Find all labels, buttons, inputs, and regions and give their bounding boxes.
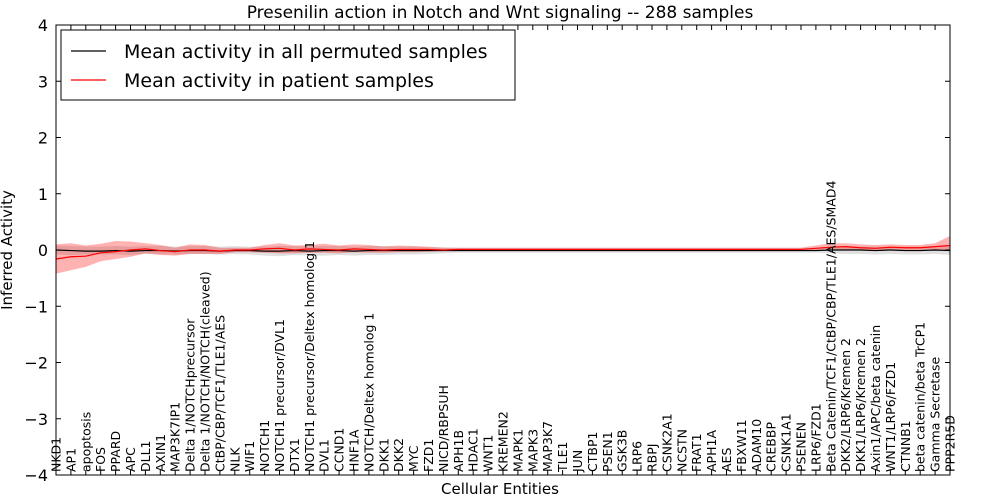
x-tick-label: HDAC1 bbox=[466, 428, 481, 472]
chart-title: Presenilin action in Notch and Wnt signa… bbox=[247, 3, 754, 23]
x-tick-label: WIF1 bbox=[242, 441, 257, 472]
series-line-2 bbox=[55, 244, 951, 260]
x-tick-label: DKK1/LRP6/Kremen 2 bbox=[853, 338, 868, 472]
x-tick-label: CCND1 bbox=[332, 428, 347, 472]
x-tick-label: LRP6/FZD1 bbox=[808, 403, 823, 472]
y-tick-label: 3 bbox=[38, 72, 48, 91]
x-tick-label: NLK bbox=[227, 447, 242, 472]
x-tick-label: FRAT1 bbox=[689, 433, 704, 472]
x-axis: NKD1 AP1 apoptosis FOS PPARD APC DLL1 AXIN1 MAP3… bbox=[49, 25, 958, 475]
x-tick-label: CtBP/CBP/TCF1/TLE1/AES bbox=[212, 315, 227, 472]
x-tick-label: CTBP1 bbox=[585, 432, 600, 472]
y-tick-label: 1 bbox=[38, 185, 48, 204]
x-tick-label: PSENEN bbox=[794, 422, 809, 472]
y-tick-label: −4 bbox=[24, 466, 48, 485]
x-tick-label: NOTCH1 precursor/Deltex homolog 1 bbox=[302, 241, 317, 472]
x-tick-label: AXIN1 bbox=[153, 434, 168, 472]
legend-label-patient: Mean activity in patient samples bbox=[124, 70, 434, 92]
x-tick-label: FBXW11 bbox=[734, 419, 749, 472]
x-tick-label: DTX1 bbox=[287, 438, 302, 472]
x-tick-label: AES bbox=[719, 448, 734, 472]
x-tick-label: CREBBP bbox=[764, 422, 779, 472]
x-tick-label: ADAM10 bbox=[749, 419, 764, 472]
y-tick-label: 4 bbox=[38, 16, 48, 35]
x-tick-label: FOS bbox=[93, 447, 108, 472]
x-tick-label: NOTCH1 precursor/DVL1 bbox=[272, 319, 287, 472]
x-tick-label: MAPK1 bbox=[510, 429, 525, 472]
y-tick-label: −1 bbox=[24, 297, 48, 316]
x-tick-label: NCSTN bbox=[674, 429, 689, 472]
x-tick-label: DLL1 bbox=[138, 440, 153, 472]
x-tick-label: PSEN1 bbox=[600, 431, 615, 472]
y-tick-label: 0 bbox=[38, 241, 48, 260]
legend: Mean activity in all permuted samples Me… bbox=[60, 29, 516, 101]
x-tick-label: LRP6 bbox=[630, 441, 645, 472]
x-tick-label: DKK2 bbox=[391, 438, 406, 472]
y-tick-label: 2 bbox=[38, 129, 48, 148]
plot-area bbox=[55, 235, 951, 274]
x-tick-label: CSNK2A1 bbox=[659, 413, 674, 472]
y-tick-label: −3 bbox=[24, 410, 48, 429]
x-tick-label: Beta Catenin/TCF1/CtBP/CBP/TLE1/AES/SMAD… bbox=[823, 181, 838, 472]
x-tick-label: WNT1/LRP6/FZD1 bbox=[883, 362, 898, 472]
x-tick-label: NKD1 bbox=[49, 437, 64, 472]
y-axis-label: Inferred Activity bbox=[0, 190, 16, 310]
x-tick-label: CSNK1A1 bbox=[779, 413, 794, 472]
x-tick-label: beta catenin/beta TrCP1 bbox=[913, 322, 928, 472]
legend-label-permuted: Mean activity in all permuted samples bbox=[124, 41, 487, 63]
x-tick-label: DKK1 bbox=[376, 438, 391, 472]
x-tick-label: HNF1A bbox=[347, 429, 362, 472]
x-tick-label: FZD1 bbox=[421, 439, 436, 472]
x-tick-label: AP1 bbox=[63, 448, 78, 472]
x-tick-label: NOTCH/Deltex homolog 1 bbox=[361, 313, 376, 472]
x-tick-label: Delta 1/NOTCH/NOTCH(cleaved) bbox=[198, 271, 213, 472]
x-tick-label: TLE1 bbox=[555, 442, 570, 473]
x-tick-label: JUN bbox=[570, 450, 585, 473]
confidence-band-series-2 bbox=[56, 235, 950, 274]
x-tick-label: MAP3K7 bbox=[540, 421, 555, 472]
legend-box bbox=[60, 29, 516, 101]
x-tick-label: CTNNB1 bbox=[898, 420, 913, 472]
x-tick-label: DKK2/LRP6/Kremen 2 bbox=[838, 338, 853, 472]
x-axis-label: Cellular Entities bbox=[441, 480, 559, 498]
y-axis: −4 −3 −2 −1 0 1 2 3 4 bbox=[24, 16, 950, 485]
x-tick-label: PPP2R5D bbox=[943, 415, 958, 472]
x-tick-label: KREMEN2 bbox=[496, 411, 511, 472]
x-tick-label: APH1B bbox=[451, 430, 466, 472]
x-tick-label: DVL1 bbox=[317, 439, 332, 472]
x-tick-label: Gamma Secretase bbox=[928, 357, 943, 472]
x-tick-label: Delta 1/NOTCHprecursor bbox=[183, 318, 198, 472]
x-tick-label: Axin1/APC/beta catenin bbox=[868, 325, 883, 472]
x-tick-label: MAPK3 bbox=[525, 429, 540, 472]
x-tick-label: APH1A bbox=[704, 430, 719, 472]
x-tick-label: GSK3B bbox=[615, 430, 630, 472]
x-tick-label: MYC bbox=[406, 445, 421, 472]
x-tick-label: PPARD bbox=[108, 431, 123, 472]
x-tick-label: NICD/RBPSUH bbox=[436, 385, 451, 472]
x-tick-label: APC bbox=[123, 447, 138, 472]
x-tick-label: WNT1 bbox=[481, 435, 496, 472]
x-tick-label: MAP3K7IP1 bbox=[168, 402, 183, 472]
x-tick-label: RBPJ bbox=[645, 444, 660, 473]
y-tick-label: −2 bbox=[24, 354, 48, 373]
x-tick-label: NOTCH1 bbox=[257, 420, 272, 472]
x-tick-label: apoptosis bbox=[78, 412, 93, 472]
